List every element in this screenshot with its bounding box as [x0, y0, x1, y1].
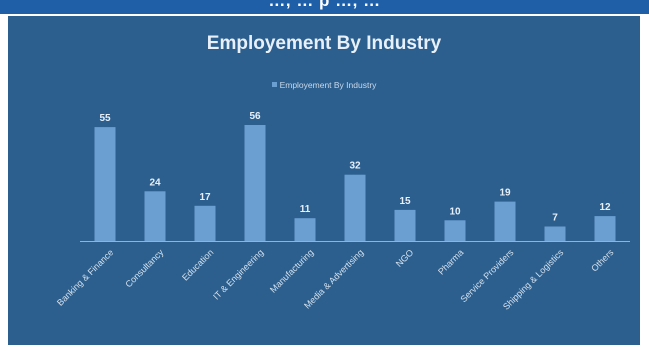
data-label: 11: [300, 204, 311, 215]
data-label: 19: [499, 188, 511, 199]
data-label: 15: [399, 196, 411, 207]
category-label: NGO: [394, 247, 416, 269]
bar: [144, 191, 166, 241]
category-label: Consultancy: [123, 247, 165, 289]
bar: [244, 125, 266, 241]
category-label: Education: [180, 247, 215, 282]
legend-swatch: [271, 82, 277, 88]
chart-title: Employement By Industry: [206, 33, 442, 54]
category-label: Banking & Finance: [55, 247, 115, 307]
bar: [594, 216, 616, 241]
bar: [544, 226, 566, 241]
data-label: 17: [199, 192, 211, 203]
bar: [94, 127, 116, 241]
data-label: 32: [349, 161, 361, 172]
data-label: 56: [249, 111, 261, 122]
data-label: 55: [99, 113, 111, 124]
legend-label: Employement By Industry: [279, 79, 377, 90]
category-label: Pharma: [436, 247, 465, 276]
bar: [194, 205, 216, 241]
bar-plot: 55 Banking & Finance 24 Consultancy 17 Educat…: [55, 111, 630, 312]
bar: [294, 218, 316, 241]
top-banner: …, … p …, …: [0, 0, 649, 14]
data-label: 12: [599, 202, 611, 213]
bar: [394, 209, 416, 241]
banner-text: …, … p …, …: [268, 0, 381, 10]
category-label: Others: [589, 247, 616, 274]
category-label: Service Providers: [458, 247, 515, 304]
bar: [344, 174, 366, 241]
bar: [444, 220, 466, 241]
bar: [494, 201, 516, 241]
data-label: 7: [552, 213, 558, 224]
category-label: Manufacturing: [268, 247, 315, 294]
chart-area: Employement By Industry Employement By I…: [8, 16, 640, 345]
data-label: 10: [449, 206, 461, 217]
legend: Employement By Industry: [8, 79, 640, 90]
category-label: IT & Engineering: [211, 247, 265, 301]
data-label: 24: [149, 177, 161, 188]
